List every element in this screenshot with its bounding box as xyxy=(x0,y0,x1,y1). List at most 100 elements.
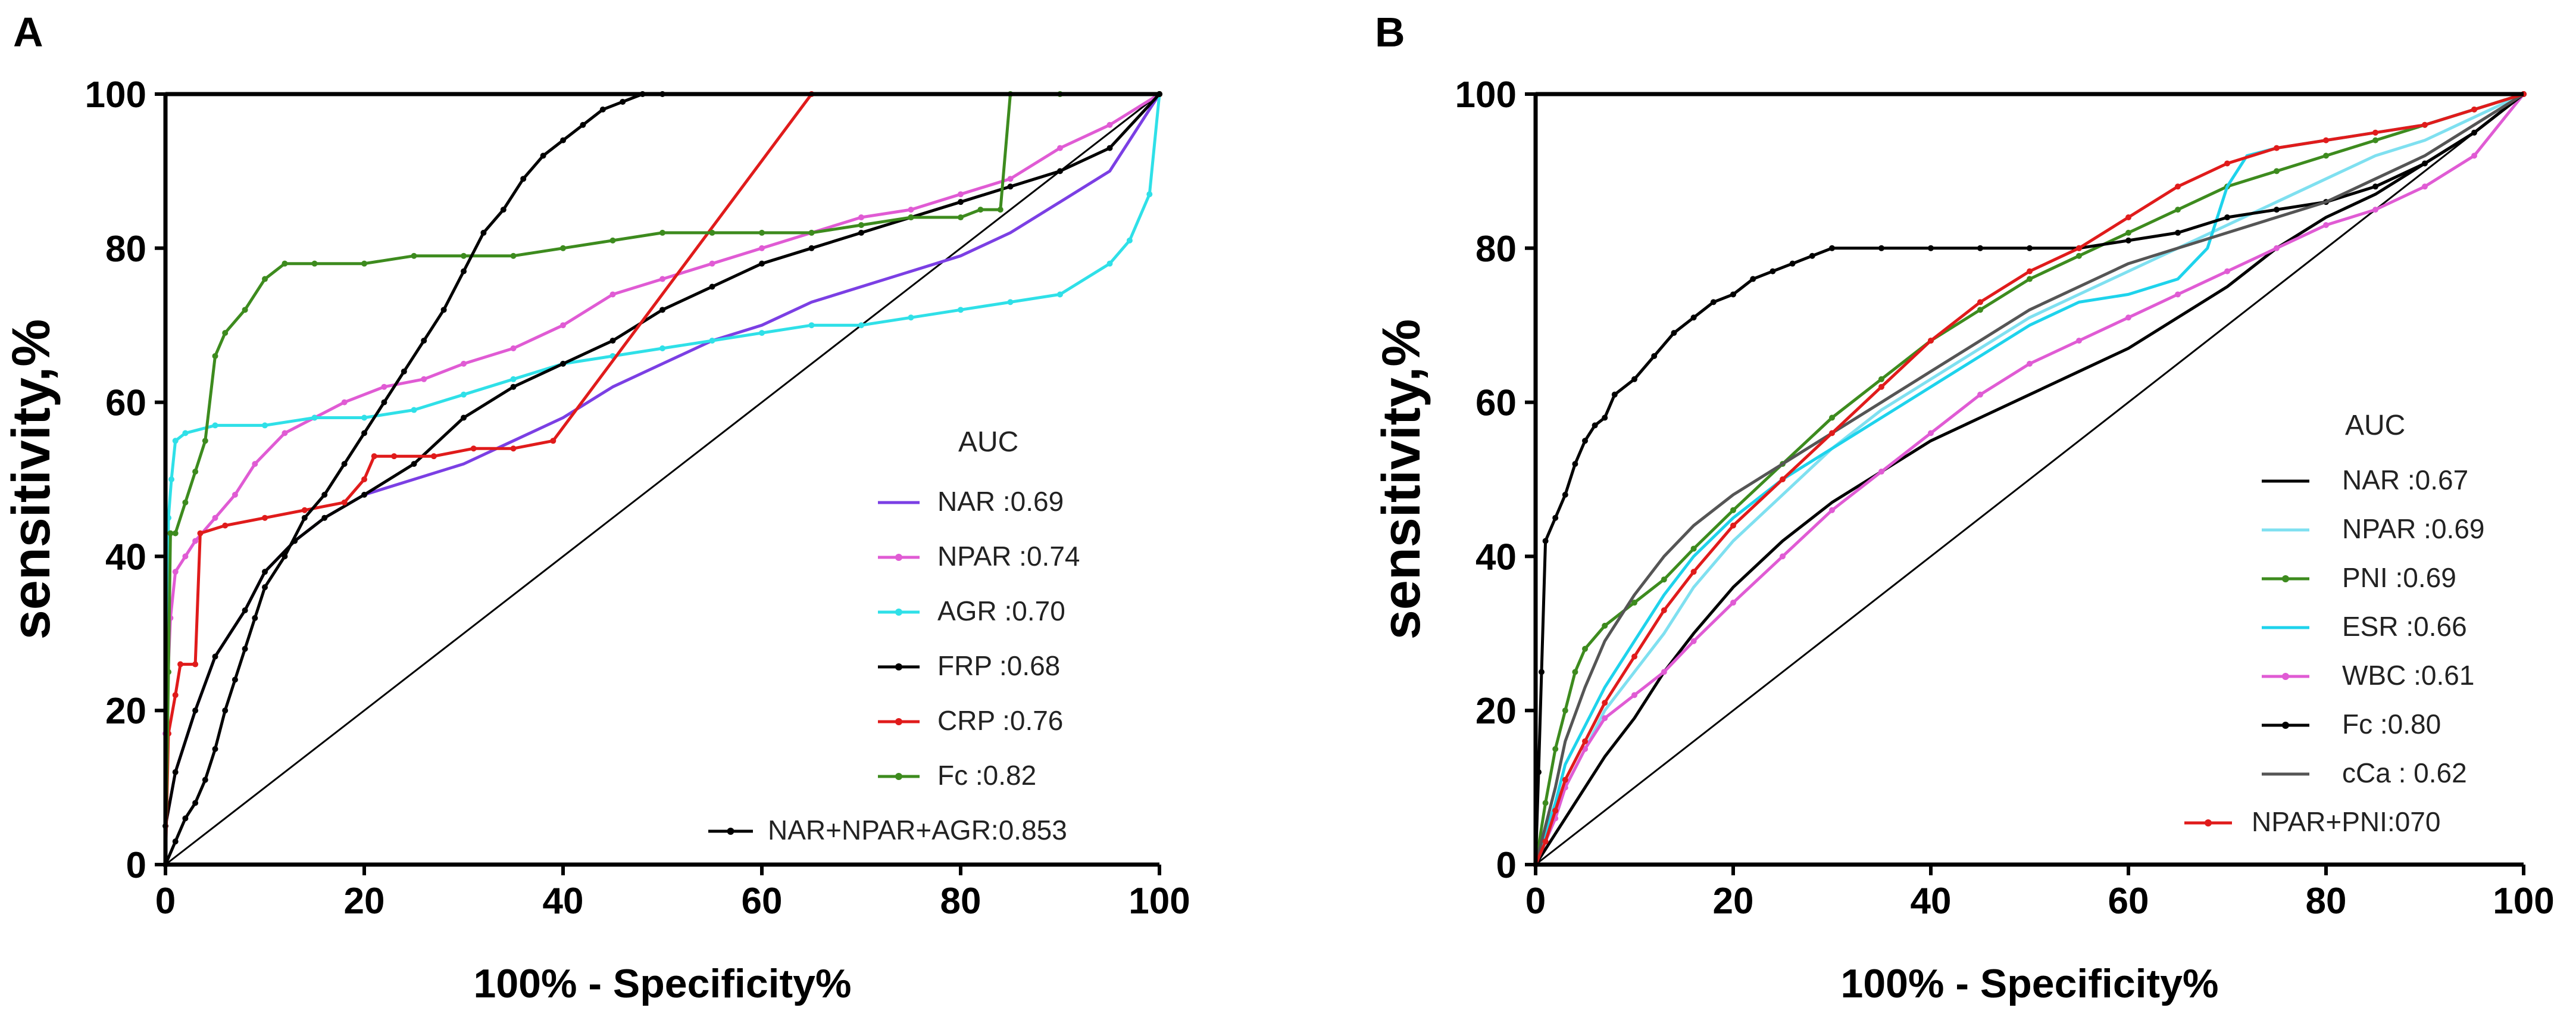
panel-a-legend-entry-nar-npar-agr-name: NAR+NPAR+AGR xyxy=(768,815,991,846)
panel-a-series-fc-5-point xyxy=(167,530,174,536)
panel-a-series-agr-2-point xyxy=(858,322,864,329)
panel-a-series-fc-5-point xyxy=(361,260,367,267)
panel-a-series-crp-4-point xyxy=(550,438,557,444)
panel-b-legend-entry-cca: cCa : 0.62 xyxy=(2262,757,2467,788)
panel-b-legend-entry-npar-pni: NPAR+PNI:070 xyxy=(2184,806,2440,837)
panel-b-series-npar-pni-7-point xyxy=(1780,476,1786,482)
panel-a-x-tick-label: 80 xyxy=(940,881,981,922)
panel-b-series-fc-5-point xyxy=(1809,252,1815,259)
panel-b-series-fc-5-point xyxy=(1730,291,1736,298)
panel-a-series-fc-5-point xyxy=(560,245,566,251)
panel-a-series-frp-3-point xyxy=(1106,145,1113,151)
panel-b-series-pni-2-point xyxy=(1661,576,1667,583)
panel-a-series-frp-3-point xyxy=(242,607,248,613)
panel-b-series-fc-5-point xyxy=(1538,669,1545,675)
panel-b-legend-title: AUC xyxy=(2345,410,2405,441)
panel-a-series-agr-2-point xyxy=(958,307,964,313)
panel-a-series-fc-5-point xyxy=(609,237,616,244)
panel-a-series-fc-5-point xyxy=(461,252,467,259)
panel-a-series-npar-1-point xyxy=(759,245,765,251)
panel-a-legend-entry-frp: FRP :0.68 xyxy=(878,650,1060,681)
panel-a-series-nar-npar-agr-6-point xyxy=(361,430,367,436)
panel-b-legend-entry-npar-pni-label: NPAR+PNI:070 xyxy=(2252,806,2440,837)
panel-b-series-pni-2-point xyxy=(1829,414,1835,421)
panel-a-y-tick-label: 20 xyxy=(105,691,146,732)
panel-b-legend-entry-npar-pni-swatch-marker xyxy=(2205,819,2212,826)
panel-b-y-tick-label: 100 xyxy=(1455,74,1517,116)
panel-b-series-npar-pni-7-point xyxy=(2027,268,2033,275)
panel-a-legend-entry-crp-label: CRP :0.76 xyxy=(937,705,1063,736)
panel-b-series-pni-2-point xyxy=(2323,152,2329,159)
panel-a-series-frp-3-point xyxy=(192,707,199,714)
panel-a-series-agr-2-point xyxy=(461,391,467,398)
panel-a-series-npar-1-point xyxy=(212,514,218,521)
panel-a-series-nar-npar-agr-6-point xyxy=(421,338,427,344)
panel-b-series-wbc-4-point xyxy=(2027,360,2033,367)
panel-a-series-nar-npar-agr-6-point xyxy=(401,368,407,375)
panel-b-legend-entry-pni-auc: :0.69 xyxy=(2388,562,2456,593)
panel-a-y-tick-label: 0 xyxy=(126,845,146,886)
panel-a-series-npar-1-line xyxy=(164,92,1161,734)
panel-b-series-fc-5-point xyxy=(1928,245,1934,251)
panel-b-series-pni-2-point xyxy=(1572,669,1578,675)
panel-a-legend-entry-npar-swatch-marker xyxy=(895,554,902,561)
panel-a-legend-entry-nar-label: NAR :0.69 xyxy=(937,486,1064,517)
panel-b-series-fc-5-point xyxy=(1552,514,1559,521)
panel-a-series-frp-3-point xyxy=(361,491,367,498)
panel-a-series-frp-3-point xyxy=(858,229,864,236)
panel-b-series-npar-pni-7-point xyxy=(1977,299,1983,305)
panel-b-series-pni-2-point xyxy=(1602,622,1608,629)
panel-b-series-pni-2-point xyxy=(1878,376,1884,382)
panel-a-legend-entry-fc-label: Fc :0.82 xyxy=(937,760,1036,791)
panel-a-series-crp-4-point xyxy=(361,476,367,482)
panel-b-x-tick-label: 100 xyxy=(2493,881,2554,922)
panel-a-series-frp-3-point xyxy=(560,360,566,367)
panel-b-y-tick-label: 0 xyxy=(1496,845,1517,886)
panel-b-series-fc-5-point xyxy=(2175,229,2181,236)
panel-a-series-nar-npar-agr-6-point xyxy=(461,268,467,275)
panel-a-x-tick-label: 20 xyxy=(344,881,385,922)
panel-b-legend-entry-npar-pni-auc: :070 xyxy=(2387,806,2441,837)
panel-a-series-frp-3 xyxy=(162,91,1162,829)
panel-a-series-crp-4-point xyxy=(510,445,517,452)
panel-a-legend-entry-nar: NAR :0.69 xyxy=(878,486,1064,517)
panel-a-series-frp-3-point xyxy=(1057,168,1063,174)
panel-b-series-wbc-4-point xyxy=(2422,183,2428,190)
panel-b-series-wbc-4-point xyxy=(1582,745,1588,752)
panel-b-series-fc-5-point xyxy=(1829,245,1835,251)
panel-a-series-npar-1-point xyxy=(182,553,189,560)
panel-a-legend-entry-crp-swatch-marker xyxy=(895,718,902,725)
panel-a-legend-entry-fc-name: Fc xyxy=(937,760,968,791)
panel-b-series-wbc-4-point xyxy=(1878,469,1884,475)
panel-a-series-fc-5-point xyxy=(977,207,984,213)
panel-a-series-fc-5-point xyxy=(242,307,248,313)
panel-a-series-nar-npar-agr-6-point xyxy=(580,121,586,128)
panel-b-series-fc-5-point xyxy=(1710,299,1717,305)
panel-b-series-fc-5-point xyxy=(1770,268,1776,275)
panel-a-legend-entry-fc: Fc :0.82 xyxy=(878,760,1036,791)
panel-b-x-tick-label: 80 xyxy=(2306,881,2347,922)
panel-a-series-crp-4-point xyxy=(172,692,179,698)
panel-b-legend-entry-esr-label: ESR :0.66 xyxy=(2342,611,2467,642)
panel-b-legend-entry-nar: NAR :0.67 xyxy=(2262,464,2468,495)
panel-b-series-wbc-4-point xyxy=(1977,391,1983,398)
panel-b-series-pni-2-point xyxy=(1552,745,1559,752)
panel-a-series-agr-2-point xyxy=(182,430,189,436)
panel-a-series-fc-5-point xyxy=(997,207,1003,213)
panel-a-series-nar-npar-agr-6-point xyxy=(232,676,238,683)
panel-a-series-nar-npar-agr-6-point xyxy=(212,745,218,752)
panel-a-series-fc-5-point xyxy=(411,252,417,259)
panel-b-series-pni-2-point xyxy=(2125,229,2131,236)
panel-b-x-tick-label: 60 xyxy=(2108,881,2149,922)
panel-b-series-wbc-4-line xyxy=(1534,93,2525,865)
panel-a-series-npar-1-point xyxy=(232,491,238,498)
panel-b-legend-entry-fc-auc: :0.80 xyxy=(2372,709,2441,740)
panel-b-x-tick-label: 40 xyxy=(1911,881,1952,922)
panel-a-series-fc-5-point xyxy=(958,214,964,221)
panel-b: B 0 20 40 60 80 100 0 20 40 60 80 100 100% - Specific… xyxy=(1372,9,2555,1006)
panel-a-series-npar-1 xyxy=(162,91,1162,737)
panel-b-series-npar-pni-7-point xyxy=(2125,214,2131,221)
panel-a-series-agr-2-point xyxy=(1146,191,1153,198)
panel-b-legend-entry-npar-pni-name: NPAR+PNI xyxy=(2252,806,2387,837)
